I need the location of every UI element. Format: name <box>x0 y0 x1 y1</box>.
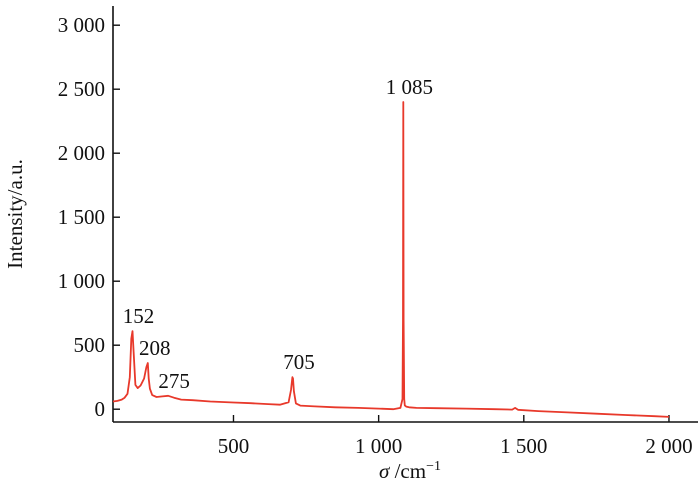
y-tick-label: 2 000 <box>58 141 105 165</box>
peak-label: 152 <box>123 304 155 328</box>
y-tick-label: 0 <box>95 397 106 421</box>
peak-label: 275 <box>158 369 190 393</box>
x-tick-label: 500 <box>218 434 250 458</box>
peak-label: 1 085 <box>386 75 433 99</box>
y-tick-label: 2 500 <box>58 77 105 101</box>
spectrum-line <box>112 101 670 418</box>
x-axis-symbol: σ <box>379 459 391 483</box>
y-tick-label: 1 000 <box>58 269 105 293</box>
peak-label: 208 <box>139 336 171 360</box>
x-tick-label: 1 000 <box>355 434 402 458</box>
y-tick-label: 3 000 <box>58 13 105 37</box>
x-axis-title: σ /cm−1 <box>379 459 441 483</box>
y-tick-label: 1 500 <box>58 205 105 229</box>
x-tick-label: 1 500 <box>500 434 547 458</box>
series-layer <box>112 101 670 418</box>
x-axis-unit: /cm <box>389 459 426 483</box>
peak-labels: 152 208 275 705 1 085 <box>123 75 433 393</box>
y-tick-label: 500 <box>74 333 106 357</box>
axes: 0 500 1 000 1 500 2 000 2 500 3 000 500 1 000 1 5… <box>58 6 698 458</box>
x-axis-unit-exponent: −1 <box>426 459 441 474</box>
peak-label: 705 <box>283 350 315 374</box>
x-tick-label: 2 000 <box>645 434 692 458</box>
y-axis-title: Intensity/a.u. <box>3 159 27 269</box>
